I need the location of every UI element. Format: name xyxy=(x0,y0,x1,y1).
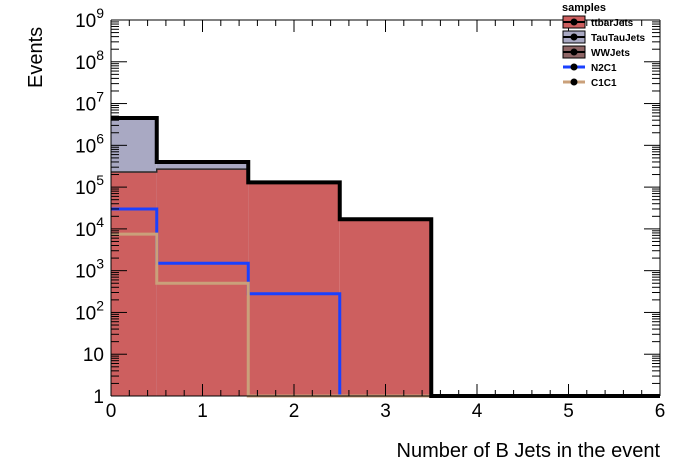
y-tick-label-7: 107 xyxy=(75,89,104,116)
x-tick-label-4: 4 xyxy=(472,401,483,422)
x-tick-label-0: 0 xyxy=(106,401,117,422)
y-axis-title: Events xyxy=(25,27,47,88)
y-tick-label-2: 102 xyxy=(75,297,104,324)
legend: samples ttbarJets TauTauJets WWJets N2C1 C1C… xyxy=(562,2,646,89)
legend-marker xyxy=(570,48,578,56)
bar-ttbarJets-bin-0 xyxy=(111,171,157,396)
y-tick-label-4: 104 xyxy=(75,214,104,241)
legend-label: WWJets xyxy=(591,48,630,59)
y-tick-label-0: 1 xyxy=(93,387,104,408)
bar-ttbarJets-bin-3 xyxy=(339,219,432,396)
legend-marker xyxy=(570,63,578,71)
y-tick-label-1: 10 xyxy=(83,345,104,366)
legend-item-WWJets: WWJets xyxy=(562,45,630,59)
y-tick-label-5: 105 xyxy=(75,172,104,199)
legend-marker xyxy=(570,33,578,41)
y-tick-label-8: 108 xyxy=(75,47,104,74)
legend-item-TauTauJets: TauTauJets xyxy=(562,30,646,44)
legend-item-C1C1: C1C1 xyxy=(563,78,617,89)
legend-marker xyxy=(570,18,578,26)
bar-ttbarJets-bin-2 xyxy=(248,182,340,396)
y-tick-label-3: 103 xyxy=(75,256,104,283)
stack-fills xyxy=(111,118,432,396)
legend-label: ttbarJets xyxy=(591,18,634,29)
x-axis-title: Number of B Jets in the event xyxy=(397,440,661,462)
axis-ticks xyxy=(110,19,661,397)
legend-label: C1C1 xyxy=(591,78,617,89)
x-tick-label-2: 2 xyxy=(289,401,300,422)
legend-title: samples xyxy=(562,2,606,14)
y-tick-labels: 1 10 102 103 104 105 106 107 108 109 xyxy=(75,5,104,408)
y-tick-label-9: 109 xyxy=(75,5,104,32)
legend-marker xyxy=(570,78,578,86)
x-tick-labels: 0 1 2 3 4 5 6 xyxy=(106,401,666,422)
legend-label: TauTauJets xyxy=(591,33,646,44)
legend-item-N2C1: N2C1 xyxy=(563,63,617,74)
x-tick-label-3: 3 xyxy=(380,401,391,422)
legend-item-ttbarJets: ttbarJets xyxy=(562,15,634,29)
legend-label: N2C1 xyxy=(591,63,617,74)
x-tick-label-6: 6 xyxy=(655,401,666,422)
x-tick-label-5: 5 xyxy=(563,401,574,422)
y-tick-label-6: 106 xyxy=(75,130,104,157)
x-tick-label-1: 1 xyxy=(197,401,208,422)
